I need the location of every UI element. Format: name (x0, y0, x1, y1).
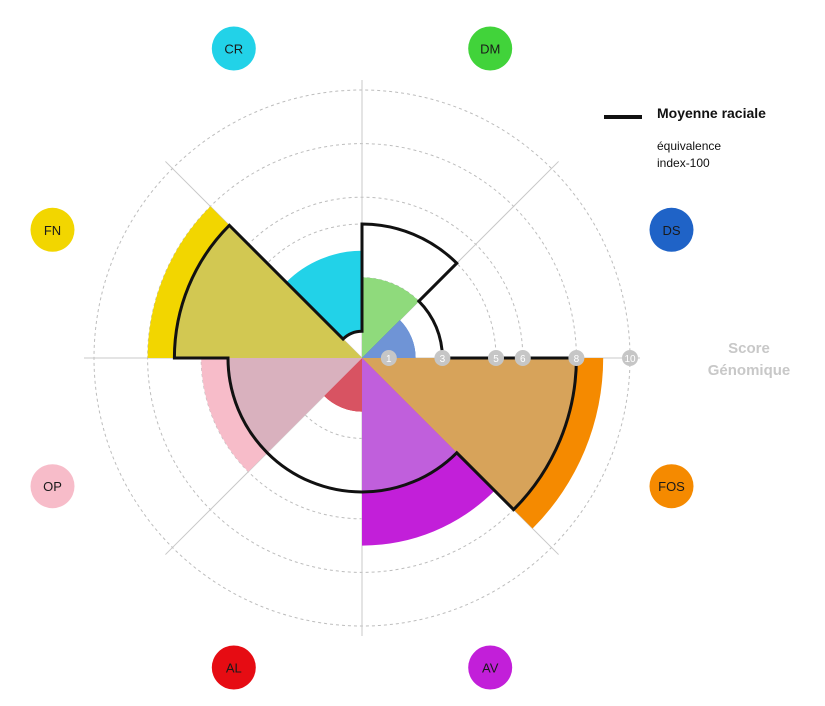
category-bubble-cr (211, 26, 256, 71)
axis-title-line-1: Score (728, 340, 770, 357)
category-bubble-fn (30, 207, 75, 252)
sector-cr (286, 250, 362, 340)
sector-core-ds (362, 320, 416, 358)
category-label-av: AV (482, 660, 499, 675)
category-bubble-av (468, 645, 513, 690)
breed-average-line (172, 222, 578, 512)
category-bubble-fos (649, 464, 694, 509)
category-bubble-dm (468, 26, 513, 71)
sector-core-dm (362, 277, 419, 358)
chart-sectors (147, 206, 604, 546)
category-label-ds: DS (662, 223, 680, 238)
score-tick-bubble (488, 350, 504, 366)
category-label-al: AL (226, 660, 242, 675)
sector-core-fn (174, 225, 362, 358)
score-tick-bubble (568, 350, 585, 366)
category-bubble-ds (649, 207, 694, 252)
category-label-dm: DM (480, 42, 500, 57)
score-tick-bubble (622, 350, 638, 366)
category-label-fn: FN (44, 223, 61, 238)
sector-core-op (228, 358, 362, 453)
score-tick-bubble (380, 350, 397, 366)
axis-title-line-2: Génomique (707, 362, 791, 379)
score-tick-bubble (514, 350, 531, 366)
score-tick-label: 10 (624, 354, 636, 365)
axis-title: Score Génomique (694, 338, 804, 382)
sector-core-fos (362, 358, 577, 510)
legend-subtitle-line-2: index-100 (657, 156, 710, 170)
legend-title: Moyenne raciale (657, 105, 766, 121)
legend-subtitle-line-1: équivalence (657, 139, 722, 153)
score-tick-label: 1 (386, 354, 392, 365)
score-tick-label: 8 (574, 354, 580, 365)
sector-core-av (362, 358, 457, 492)
category-labels: DM DS FOS AV AL OP FN CR (30, 26, 694, 690)
legend-line-swatch (604, 115, 642, 119)
category-label-cr: CR (224, 42, 243, 57)
score-tick-label: 5 (493, 354, 499, 365)
score-tick-label: 6 (520, 354, 526, 365)
category-label-fos: FOS (658, 479, 685, 494)
sector-core-al (324, 358, 362, 412)
score-tick-label: 3 (440, 354, 446, 365)
category-label-op: OP (43, 479, 62, 494)
legend-subtitle: équivalence index-100 (657, 138, 721, 172)
score-ticks: 1 3 5 6 8 10 (380, 350, 638, 366)
score-tick-bubble (434, 350, 451, 366)
breed-average-outline (172, 222, 578, 512)
category-bubble-op (30, 464, 75, 509)
category-bubble-al (211, 645, 256, 690)
